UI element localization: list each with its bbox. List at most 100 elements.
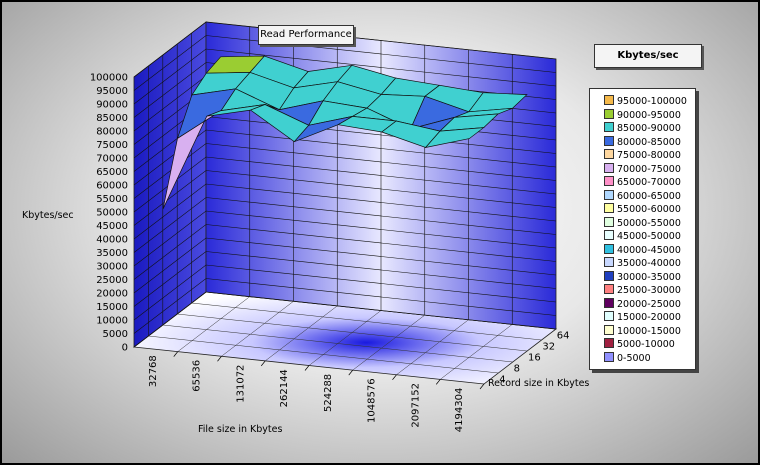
y-tick-label: 10000	[96, 316, 128, 327]
legend-item: 45000-50000	[604, 230, 681, 242]
y-tick-label: 85000	[96, 113, 128, 124]
x-tick-label: 2097152	[410, 383, 421, 428]
y-tick-label: 35000	[96, 248, 128, 259]
wall-gridline	[133, 48, 557, 105]
x-tick-label: 1048576	[367, 378, 378, 423]
x-tick-label: 131072	[235, 365, 246, 403]
legend-swatch	[604, 162, 614, 173]
x-tick-label: 32768	[148, 355, 159, 387]
y-tick-label: 30000	[96, 262, 128, 273]
floor-gridline	[162, 324, 513, 363]
legend-swatch	[604, 338, 614, 348]
wall-gridline	[133, 251, 557, 307]
legend-swatch	[604, 257, 614, 267]
z-axis-label: Record size in Kbytes	[488, 378, 590, 389]
legend-item: 95000-100000	[604, 95, 687, 107]
legend-label: 50000-55000	[617, 217, 681, 229]
z-tick-label: 8	[514, 364, 520, 375]
wall-gridline	[133, 264, 557, 321]
legend-item: 20000-25000	[604, 297, 681, 310]
legend-item: 0-5000	[604, 351, 651, 364]
legend-label: 15000-20000	[617, 312, 681, 323]
legend-label: 55000-60000	[617, 204, 681, 215]
surface-patch	[424, 127, 485, 149]
x-tick-mark	[392, 374, 397, 380]
legend-swatch	[604, 108, 614, 119]
floor-gridline	[191, 302, 542, 341]
legend-swatch	[604, 230, 614, 240]
floor-gridline	[308, 310, 382, 366]
wall-gridline	[133, 224, 557, 280]
wall-gridline	[133, 156, 557, 213]
y-tick-label: 65000	[96, 167, 128, 178]
x-axis-label: File size in Kbytes	[198, 424, 283, 435]
wall-gridline	[133, 129, 557, 186]
legend-item: 55000-60000	[604, 203, 681, 215]
legend-label: 10000-15000	[617, 325, 681, 337]
legend-swatch	[604, 189, 614, 200]
legend-swatch	[604, 176, 614, 186]
y-tick-label: 55000	[96, 194, 128, 205]
legend-label: 45000-50000	[617, 231, 681, 242]
legend-label: 70000-75000	[617, 163, 681, 175]
x-tick-mark	[479, 383, 485, 390]
legend-item: 70000-75000	[604, 162, 681, 175]
y-tick-label: 15000	[96, 302, 128, 313]
y-tick-label: 50000	[96, 208, 128, 219]
legend-swatch	[604, 149, 614, 159]
legend-item: 25000-30000	[604, 284, 681, 296]
y-tick-label: 95000	[96, 86, 128, 97]
legend: 95000-100000 90000-95000 85000-90000 80000-…	[589, 88, 696, 370]
x-tick-label: 262144	[279, 369, 290, 407]
legend-item: 5000-10000	[604, 338, 675, 350]
x-tick-mark	[173, 351, 179, 357]
legend-title: Kbytes/sec	[594, 44, 702, 68]
z-tick-label: 64	[557, 331, 570, 342]
floor-gridline	[148, 335, 499, 374]
floor-gridline	[177, 313, 528, 352]
chart-title: Read Performance	[258, 25, 354, 45]
x-tick-label: 4194304	[454, 388, 465, 433]
legend-item: 80000-85000	[604, 135, 681, 148]
wall-gridline	[133, 210, 557, 267]
legend-swatch	[604, 311, 614, 321]
y-tick-label: 90000	[96, 100, 128, 111]
legend-item: 50000-55000	[604, 216, 681, 229]
x-tick-label: 524288	[323, 374, 334, 412]
y-tick-label: 45000	[96, 221, 128, 232]
legend-item: 65000-70000	[604, 176, 681, 188]
x-tick-mark	[348, 369, 354, 376]
z-tick-label: 32	[542, 342, 555, 353]
y-tick-label: 60000	[96, 181, 128, 192]
y-tick-label: 75000	[96, 140, 128, 151]
wall-gridline	[133, 291, 557, 348]
floor-gridline	[440, 324, 513, 380]
legend-swatch	[604, 122, 614, 132]
legend-label: 20000-25000	[617, 298, 681, 310]
wall-gridline	[133, 197, 557, 253]
legend-item: 35000-40000	[604, 257, 681, 269]
legend-label: 85000-90000	[617, 123, 681, 134]
x-tick-label: 65536	[192, 360, 203, 392]
y-tick-label: 40000	[96, 235, 128, 246]
legend-label: 0-5000	[617, 352, 651, 364]
wall-gridline	[133, 183, 557, 240]
legend-label: 95000-100000	[617, 96, 687, 107]
y-tick-label: 100000	[90, 73, 128, 84]
legend-label: 75000-80000	[617, 150, 681, 161]
legend-label: 5000-10000	[617, 339, 675, 350]
wall-gridline	[133, 35, 557, 91]
legend-label: 25000-30000	[617, 285, 681, 296]
wall-gridline	[133, 237, 557, 294]
legend-swatch	[604, 203, 614, 213]
legend-item: 60000-65000	[604, 189, 681, 202]
z-tick-label: 16	[528, 353, 541, 364]
z-tick-label: 4	[499, 375, 505, 386]
legend-item: 30000-35000	[604, 270, 681, 283]
x-tick-mark	[435, 379, 441, 385]
legend-label: 60000-65000	[617, 190, 681, 202]
wall-gridline	[133, 21, 557, 78]
legend-label: 40000-45000	[617, 244, 681, 256]
